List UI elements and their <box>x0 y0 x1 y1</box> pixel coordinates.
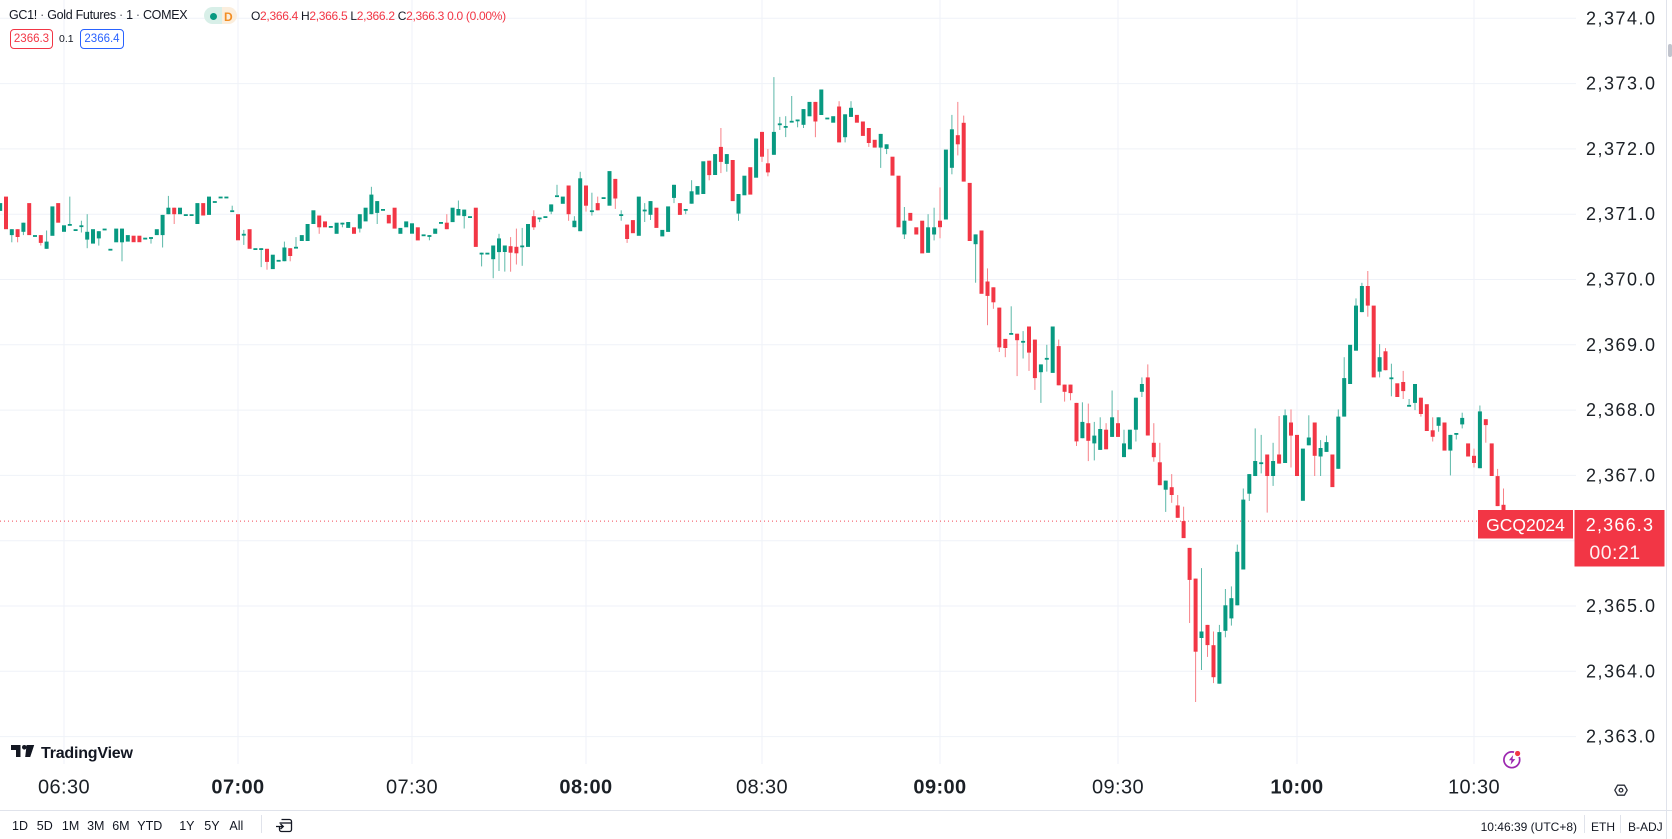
svg-text:09:00: 09:00 <box>913 777 966 799</box>
svg-text:2,363.0: 2,363.0 <box>1586 727 1657 747</box>
svg-text:10:00: 10:00 <box>1270 777 1323 799</box>
svg-text:TradingView: TradingView <box>41 745 134 762</box>
svg-text:2,370.0: 2,370.0 <box>1586 270 1657 290</box>
svg-text:00:21: 00:21 <box>1589 542 1640 564</box>
svg-text:2,366.3: 2,366.3 <box>1586 515 1654 535</box>
svg-text:10:30: 10:30 <box>1448 777 1500 799</box>
svg-text:2,369.0: 2,369.0 <box>1586 335 1657 355</box>
svg-text:08:00: 08:00 <box>559 777 612 799</box>
svg-text:GCQ2024: GCQ2024 <box>1486 515 1565 535</box>
svg-text:2,373.0: 2,373.0 <box>1586 74 1657 94</box>
svg-text:06:30: 06:30 <box>38 777 90 799</box>
svg-text:07:00: 07:00 <box>211 777 264 799</box>
svg-text:2,371.0: 2,371.0 <box>1586 204 1657 224</box>
svg-text:2,364.0: 2,364.0 <box>1586 661 1657 681</box>
svg-text:2,368.0: 2,368.0 <box>1586 400 1657 420</box>
svg-text:2,367.0: 2,367.0 <box>1586 465 1657 485</box>
svg-text:2,365.0: 2,365.0 <box>1586 596 1657 616</box>
svg-text:09:30: 09:30 <box>1092 777 1144 799</box>
svg-text:2,374.0: 2,374.0 <box>1586 8 1657 28</box>
svg-text:08:30: 08:30 <box>736 777 788 799</box>
svg-text:07:30: 07:30 <box>386 777 438 799</box>
svg-text:2,372.0: 2,372.0 <box>1586 139 1657 159</box>
